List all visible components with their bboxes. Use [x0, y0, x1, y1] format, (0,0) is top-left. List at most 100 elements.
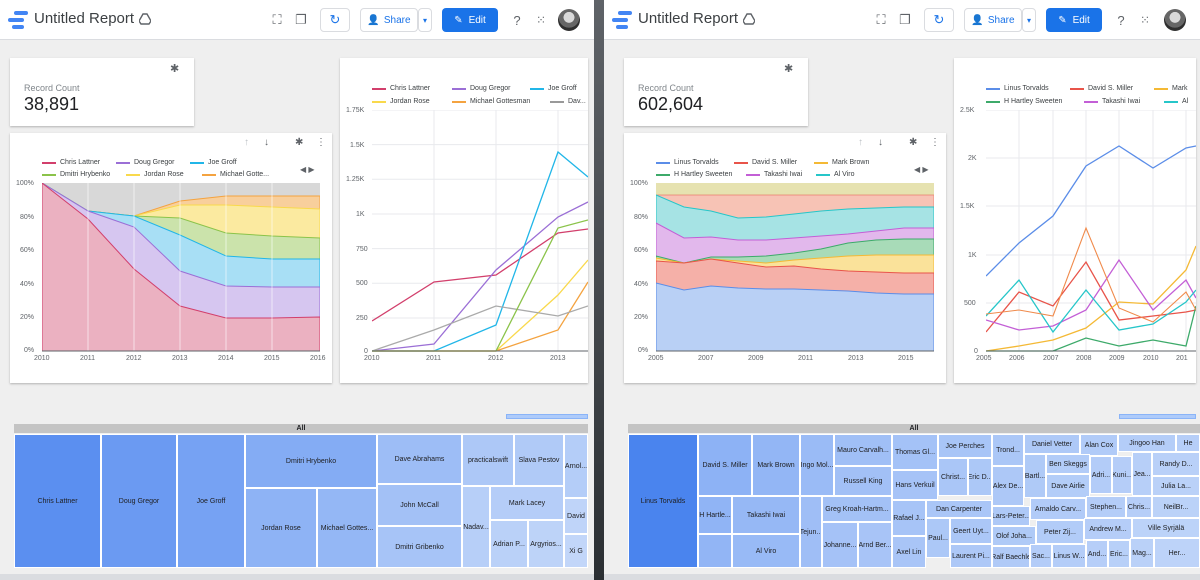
legend-item[interactable]: Joe Groff — [190, 159, 237, 166]
kpi-card[interactable]: ✱ Record Count 38,891 — [10, 58, 194, 126]
treemap-cell[interactable]: Jingoo Han — [1118, 434, 1176, 452]
treemap-cell[interactable]: Linus W... — [1052, 544, 1086, 568]
bottom-scrollbar[interactable] — [0, 574, 594, 580]
refresh-button[interactable]: ↻ — [320, 8, 350, 32]
legend-item[interactable]: Linus Torvalds — [986, 85, 1049, 92]
treemap-cell[interactable]: Dave Abrahams — [377, 434, 462, 484]
treemap-cell[interactable]: Daniel Vetter — [1024, 434, 1080, 454]
edit-button[interactable]: ✎ Edit — [442, 8, 498, 32]
treemap-cell[interactable]: John McCall — [377, 484, 462, 526]
legend-item[interactable]: Chris Lattner — [42, 159, 100, 166]
share-button[interactable]: 👤 Share — [360, 8, 418, 32]
pin-icon[interactable]: ✱ — [170, 63, 180, 75]
legend-item[interactable]: Mark — [1154, 85, 1188, 92]
bottom-scrollbar[interactable] — [604, 574, 1200, 580]
help-icon[interactable]: ? — [1117, 12, 1125, 28]
treemap-cell[interactable]: Joe Groff — [177, 434, 245, 568]
help-icon[interactable]: ? — [513, 12, 521, 28]
sort-down-icon[interactable]: ↓ — [878, 137, 883, 148]
fullscreen-icon[interactable]: ⛶ — [272, 12, 282, 27]
avatar[interactable] — [1164, 9, 1186, 31]
treemap-cell[interactable]: Geert Uyt... — [950, 518, 992, 544]
treemap-cell[interactable]: Alex De... — [992, 466, 1024, 506]
legend-item[interactable]: H Hartley Sweeten — [656, 171, 732, 178]
legend-item[interactable]: Al Viro — [816, 171, 855, 178]
treemap-cell[interactable]: Al Viro — [732, 534, 800, 568]
treemap-cell[interactable]: Sac... — [1030, 544, 1052, 568]
avatar[interactable] — [558, 9, 580, 31]
copy-icon[interactable]: ❐ — [295, 12, 307, 27]
share-dropdown-icon[interactable]: ▾ — [418, 8, 432, 32]
treemap-cell[interactable]: Linus Torvalds — [628, 434, 698, 568]
pin-icon[interactable]: ✱ — [784, 63, 794, 75]
treemap-cell[interactable]: Hans Verkuil — [892, 470, 938, 500]
treemap-cell[interactable]: Mark Brown — [752, 434, 800, 496]
treemap-cell[interactable]: Doug Gregor — [101, 434, 177, 568]
treemap-cell[interactable]: Dmitri Hrybenko — [245, 434, 377, 488]
treemap-cell[interactable]: Mark Lacey — [490, 486, 564, 520]
apps-grid-icon[interactable]: ⁙ — [1139, 13, 1151, 27]
treemap-cell[interactable]: He — [1176, 434, 1200, 452]
legend-item[interactable]: Joe Groff — [530, 85, 577, 92]
treemap-cell[interactable]: Greg Kroah-Hartm... — [822, 496, 892, 522]
legend-item[interactable]: Michael Gottesman — [452, 98, 530, 105]
treemap-cell[interactable]: Adrian P... — [490, 520, 528, 568]
legend-item[interactable]: Jordan Rose — [126, 171, 184, 178]
treemap-cell[interactable]: Johanne... — [822, 522, 858, 568]
treemap-cell[interactable]: Nadav... — [462, 486, 490, 568]
treemap-cell[interactable]: Chris... — [1126, 496, 1152, 518]
treemap-cell[interactable]: Ralf Baechle — [992, 546, 1030, 568]
treemap-cell[interactable]: Eric D... — [968, 458, 992, 496]
legend-item[interactable]: Mark Brown — [814, 159, 869, 166]
line-chart[interactable]: Chris Lattner Doug Gregor Joe Groff Jord… — [340, 58, 588, 383]
treemap-cell[interactable]: Olof Joha... — [992, 526, 1036, 546]
treemap-cell[interactable]: Alan Cox — [1080, 434, 1118, 456]
pin-icon[interactable]: ✱ — [295, 137, 304, 148]
treemap-cell[interactable]: Arnaldo Carv... — [1030, 498, 1086, 520]
treemap-cell[interactable]: Rafael J... — [892, 500, 926, 536]
treemap-cell[interactable]: Christ... — [938, 458, 968, 496]
treemap-cell[interactable]: Arnd Ber... — [858, 522, 892, 568]
treemap-cell[interactable]: Joe Perches — [938, 434, 992, 458]
treemap-cell[interactable]: Bartl... — [1024, 454, 1046, 498]
treemap-cell[interactable]: Randy D... — [1152, 452, 1200, 476]
treemap-cell[interactable]: Mauro Carvalh... — [834, 434, 892, 466]
treemap-cell[interactable]: Kuni... — [1112, 456, 1132, 494]
treemap-cell[interactable]: Paul... — [926, 518, 950, 558]
treemap-cell[interactable]: And... — [1086, 540, 1108, 568]
treemap-cell[interactable]: Trond... — [992, 434, 1024, 466]
treemap-cell[interactable]: David S. Miller — [698, 434, 752, 496]
treemap-cell[interactable]: Her... — [1154, 538, 1200, 568]
legend-item[interactable]: Dav... — [550, 98, 586, 105]
treemap-cell[interactable]: Eric... — [1108, 540, 1130, 568]
more-vert-icon[interactable]: ⋮ — [316, 137, 326, 148]
treemap-cell[interactable]: Xi G — [564, 534, 588, 568]
sort-down-icon[interactable]: ↓ — [264, 137, 269, 148]
treemap-cell[interactable]: Mag... — [1130, 538, 1154, 568]
legend-item[interactable]: David S. Miller — [1070, 85, 1133, 92]
treemap-cell[interactable]: David — [564, 498, 588, 534]
treemap-cell[interactable]: Dmitri Gribenko — [377, 526, 462, 568]
treemap-cell[interactable]: Jea... — [1132, 452, 1152, 496]
legend-item[interactable]: David S. Miller — [734, 159, 797, 166]
share-dropdown-icon[interactable]: ▾ — [1022, 8, 1036, 32]
treemap-cell[interactable]: Axel Lin — [892, 536, 926, 568]
sort-up-icon[interactable]: ↑ — [244, 137, 249, 148]
treemap-cell[interactable]: Ben Skeggs — [1046, 454, 1090, 474]
report-title[interactable]: Untitled Report — [34, 10, 135, 27]
treemap-cell[interactable]: Andrew M... — [1084, 518, 1132, 540]
treemap-cell[interactable]: Ingo Mol... — [800, 434, 834, 496]
legend-item[interactable]: Linus Torvalds — [656, 159, 719, 166]
horizontal-scrollbar[interactable] — [506, 414, 588, 419]
legend-page-arrows-icon[interactable]: ◀ ▶ — [300, 165, 315, 174]
kpi-card[interactable]: ✱ Record Count 602,604 — [624, 58, 808, 126]
legend-item[interactable]: Takashi Iwai — [746, 171, 802, 178]
treemap-cell[interactable]: Takashi Iwai — [732, 496, 800, 534]
edit-button[interactable]: ✎ Edit — [1046, 8, 1102, 32]
legend-page-arrows-icon[interactable]: ◀ ▶ — [914, 165, 929, 174]
treemap-cell[interactable]: practicalswift — [462, 434, 514, 486]
sort-up-icon[interactable]: ↑ — [858, 137, 863, 148]
treemap-cell[interactable]: Ville Syrjälä — [1132, 518, 1200, 538]
treemap-cell[interactable]: Adri... — [1090, 456, 1112, 494]
legend-item[interactable]: Michael Gotte... — [202, 171, 269, 178]
